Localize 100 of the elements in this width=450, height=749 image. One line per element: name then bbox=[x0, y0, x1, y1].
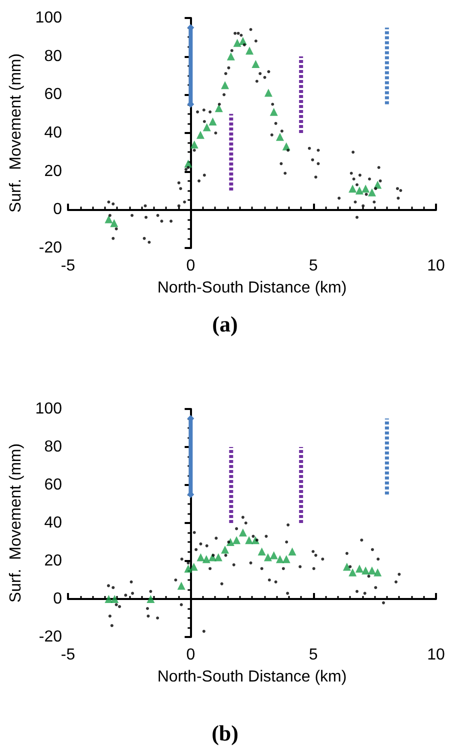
point bbox=[149, 590, 152, 593]
point bbox=[235, 527, 238, 530]
point bbox=[208, 567, 212, 570]
point bbox=[202, 630, 206, 633]
point bbox=[288, 548, 296, 556]
point bbox=[360, 538, 364, 542]
point bbox=[202, 555, 210, 564]
point bbox=[264, 88, 272, 97]
point bbox=[368, 566, 376, 574]
point bbox=[355, 186, 364, 194]
point bbox=[110, 219, 118, 228]
x-axis-title: North-South Distance (km) bbox=[157, 280, 347, 296]
x-tick-label: 5 bbox=[308, 258, 318, 274]
x-tick-label: 10 bbox=[427, 646, 445, 664]
point bbox=[226, 52, 235, 60]
y-tick-label: 80 bbox=[44, 438, 62, 456]
point bbox=[348, 184, 357, 193]
y-tick-label: 40 bbox=[44, 514, 62, 532]
x-tick-label: 10 bbox=[427, 258, 445, 274]
point bbox=[184, 564, 192, 573]
point bbox=[110, 595, 119, 603]
point bbox=[286, 523, 290, 526]
point bbox=[106, 584, 110, 588]
text: (a) bbox=[212, 312, 238, 336]
point bbox=[238, 528, 247, 536]
point bbox=[180, 603, 183, 606]
point bbox=[348, 565, 352, 568]
y-tick-label: 100 bbox=[35, 10, 62, 26]
point bbox=[194, 548, 198, 552]
point bbox=[233, 38, 242, 47]
point bbox=[124, 594, 128, 597]
y-tick-label: -20 bbox=[38, 628, 62, 646]
point bbox=[146, 607, 149, 610]
point bbox=[286, 592, 290, 595]
point bbox=[108, 614, 112, 618]
y-tick-label: 60 bbox=[44, 86, 62, 104]
point bbox=[374, 568, 382, 576]
y-axis-title: Surf. Movement (mm) bbox=[8, 53, 24, 213]
x-tick-label: -5 bbox=[60, 258, 76, 274]
point bbox=[199, 542, 202, 546]
point bbox=[190, 562, 198, 571]
point bbox=[282, 555, 290, 564]
x-axis-title: North-South Distance (km) bbox=[157, 668, 347, 686]
point bbox=[244, 522, 248, 524]
point bbox=[208, 118, 217, 126]
point bbox=[118, 605, 122, 608]
point bbox=[114, 603, 118, 606]
point bbox=[362, 184, 370, 193]
point bbox=[232, 563, 236, 566]
point bbox=[156, 616, 160, 620]
point bbox=[212, 554, 215, 557]
point bbox=[174, 578, 178, 582]
y-tick-label: 80 bbox=[44, 48, 62, 65]
point bbox=[241, 516, 244, 519]
point bbox=[112, 586, 115, 590]
point bbox=[249, 561, 252, 564]
point bbox=[298, 565, 302, 568]
point bbox=[214, 536, 218, 540]
point bbox=[221, 81, 230, 90]
point bbox=[394, 580, 398, 584]
point bbox=[260, 567, 264, 570]
point bbox=[130, 580, 133, 584]
point bbox=[370, 548, 374, 552]
point bbox=[202, 123, 211, 132]
point bbox=[356, 590, 359, 593]
point bbox=[190, 140, 198, 148]
point bbox=[363, 592, 366, 595]
point bbox=[232, 536, 241, 544]
y-tick-label: 20 bbox=[44, 552, 62, 570]
y-tick-label: 100 bbox=[35, 400, 62, 418]
point bbox=[252, 60, 260, 68]
y-tick-label: -20 bbox=[38, 240, 62, 256]
point bbox=[282, 567, 285, 570]
point bbox=[214, 104, 223, 112]
point bbox=[348, 568, 357, 576]
y-tick-label: 40 bbox=[44, 124, 62, 142]
point bbox=[355, 564, 364, 573]
point bbox=[264, 534, 268, 538]
point bbox=[224, 554, 228, 557]
y-tick-label: 20 bbox=[44, 162, 62, 180]
x-tick-label: 0 bbox=[186, 258, 196, 274]
point bbox=[221, 546, 230, 554]
point bbox=[321, 558, 324, 561]
point bbox=[246, 46, 254, 55]
y-axis-title: Surf. Movement (mm) bbox=[8, 443, 24, 603]
point bbox=[345, 552, 348, 555]
x-tick-label: 0 bbox=[186, 646, 196, 664]
point bbox=[146, 595, 155, 603]
point bbox=[342, 562, 351, 571]
point bbox=[270, 551, 278, 560]
point bbox=[276, 555, 284, 564]
y-tick-label: 60 bbox=[44, 476, 62, 494]
y-tick-label: 0 bbox=[53, 201, 62, 218]
point bbox=[220, 582, 224, 586]
text: (b) bbox=[212, 720, 238, 746]
point bbox=[258, 548, 266, 556]
point bbox=[104, 595, 113, 603]
point bbox=[367, 574, 370, 578]
point bbox=[374, 586, 378, 590]
point bbox=[196, 553, 205, 562]
